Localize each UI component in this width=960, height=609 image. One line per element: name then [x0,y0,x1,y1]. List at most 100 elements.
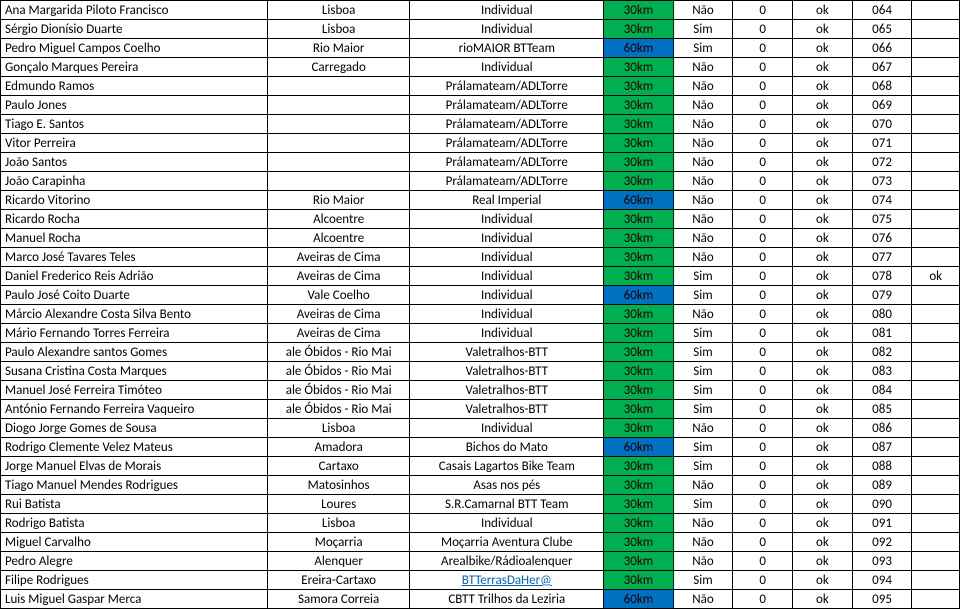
zero-cell: 0 [733,20,793,39]
city-cell: Alenquer [267,552,410,571]
yn-cell: Não [673,514,733,533]
ok-cell: ok [793,400,853,419]
dist-cell: 30km [604,514,673,533]
name-cell: Mário Fernando Torres Ferreira [1,324,268,343]
name-cell: Pedro Alegre [1,552,268,571]
table-row: Ricardo RochaAlcoentreIndividual30kmNão0… [1,210,960,229]
table-row: Ana Margarida Piloto FranciscoLisboaIndi… [1,1,960,20]
dist-cell: 30km [604,248,673,267]
city-cell: Moçarria [267,533,410,552]
ok-cell: ok [793,1,853,20]
city-cell [267,172,410,191]
dist-cell: 30km [604,362,673,381]
num-cell: 065 [852,20,912,39]
zero-cell: 0 [733,153,793,172]
ext-cell [912,286,960,305]
zero-cell: 0 [733,495,793,514]
zero-cell: 0 [733,571,793,590]
dist-cell: 30km [604,343,673,362]
yn-cell: Sim [673,343,733,362]
table-row: Miguel CarvalhoMoçarriaMoçarria Aventura… [1,533,960,552]
zero-cell: 0 [733,552,793,571]
ext-cell [912,210,960,229]
yn-cell: Não [673,1,733,20]
num-cell: 069 [852,96,912,115]
yn-cell: Sim [673,267,733,286]
team-cell: Prálamateam/ADLTorre [410,115,604,134]
table-row: Márcio Alexandre Costa Silva BentoAveira… [1,305,960,324]
city-cell: Carregado [267,58,410,77]
team-link[interactable]: BTTerrasDaHer@ [462,573,552,588]
ok-cell: ok [793,229,853,248]
name-cell: João Santos [1,153,268,172]
dist-cell: 30km [604,115,673,134]
yn-cell: Não [673,191,733,210]
dist-cell: 30km [604,77,673,96]
num-cell: 072 [852,153,912,172]
team-cell: S.R.Camarnal BTT Team [410,495,604,514]
team-cell: Individual [410,58,604,77]
city-cell: Aveiras de Cima [267,267,410,286]
ok-cell: ok [793,115,853,134]
zero-cell: 0 [733,362,793,381]
name-cell: Jorge Manuel Elvas de Morais [1,457,268,476]
num-cell: 077 [852,248,912,267]
city-cell: Rio Maior [267,191,410,210]
zero-cell: 0 [733,438,793,457]
zero-cell: 0 [733,533,793,552]
city-cell [267,77,410,96]
city-cell: Amadora [267,438,410,457]
ok-cell: ok [793,172,853,191]
ok-cell: ok [793,438,853,457]
name-cell: Ricardo Vitorino [1,191,268,210]
zero-cell: 0 [733,419,793,438]
ext-cell [912,96,960,115]
city-cell: Aveiras de Cima [267,324,410,343]
team-cell: Individual [410,20,604,39]
yn-cell: Sim [673,39,733,58]
ext-cell [912,362,960,381]
ok-cell: ok [793,419,853,438]
city-cell: Vale Coelho [267,286,410,305]
city-cell: Cartaxo [267,457,410,476]
team-cell: BTTerrasDaHer@ [410,571,604,590]
ext-cell [912,172,960,191]
city-cell: ale Óbidos - Rio Mai [267,400,410,419]
table-row: Ricardo VitorinoRio MaiorReal Imperial60… [1,191,960,210]
name-cell: Miguel Carvalho [1,533,268,552]
name-cell: Edmundo Ramos [1,77,268,96]
zero-cell: 0 [733,1,793,20]
ext-cell [912,343,960,362]
team-cell: Asas nos pés [410,476,604,495]
dist-cell: 30km [604,495,673,514]
ext-cell [912,77,960,96]
ok-cell: ok [793,58,853,77]
team-cell: Individual [410,1,604,20]
ok-cell: ok [793,495,853,514]
dist-cell: 60km [604,286,673,305]
table-row: Gonçalo Marques PereiraCarregadoIndividu… [1,58,960,77]
yn-cell: Não [673,58,733,77]
table-row: Manuel José Ferreira Timóteoale Óbidos -… [1,381,960,400]
dist-cell: 60km [604,191,673,210]
name-cell: Filipe Rodrigues [1,571,268,590]
name-cell: Marco José Tavares Teles [1,248,268,267]
name-cell: Daniel Frederico Reis Adrião [1,267,268,286]
ok-cell: ok [793,267,853,286]
team-cell: Bichos do Mato [410,438,604,457]
name-cell: Manuel José Ferreira Timóteo [1,381,268,400]
zero-cell: 0 [733,58,793,77]
ext-cell [912,419,960,438]
yn-cell: Não [673,134,733,153]
num-cell: 081 [852,324,912,343]
ok-cell: ok [793,39,853,58]
ext-cell [912,324,960,343]
ext-cell [912,495,960,514]
ok-cell: ok [793,571,853,590]
yn-cell: Sim [673,438,733,457]
city-cell: ale Óbidos - Rio Mai [267,381,410,400]
num-cell: 067 [852,58,912,77]
team-cell: Individual [410,229,604,248]
zero-cell: 0 [733,191,793,210]
dist-cell: 30km [604,457,673,476]
